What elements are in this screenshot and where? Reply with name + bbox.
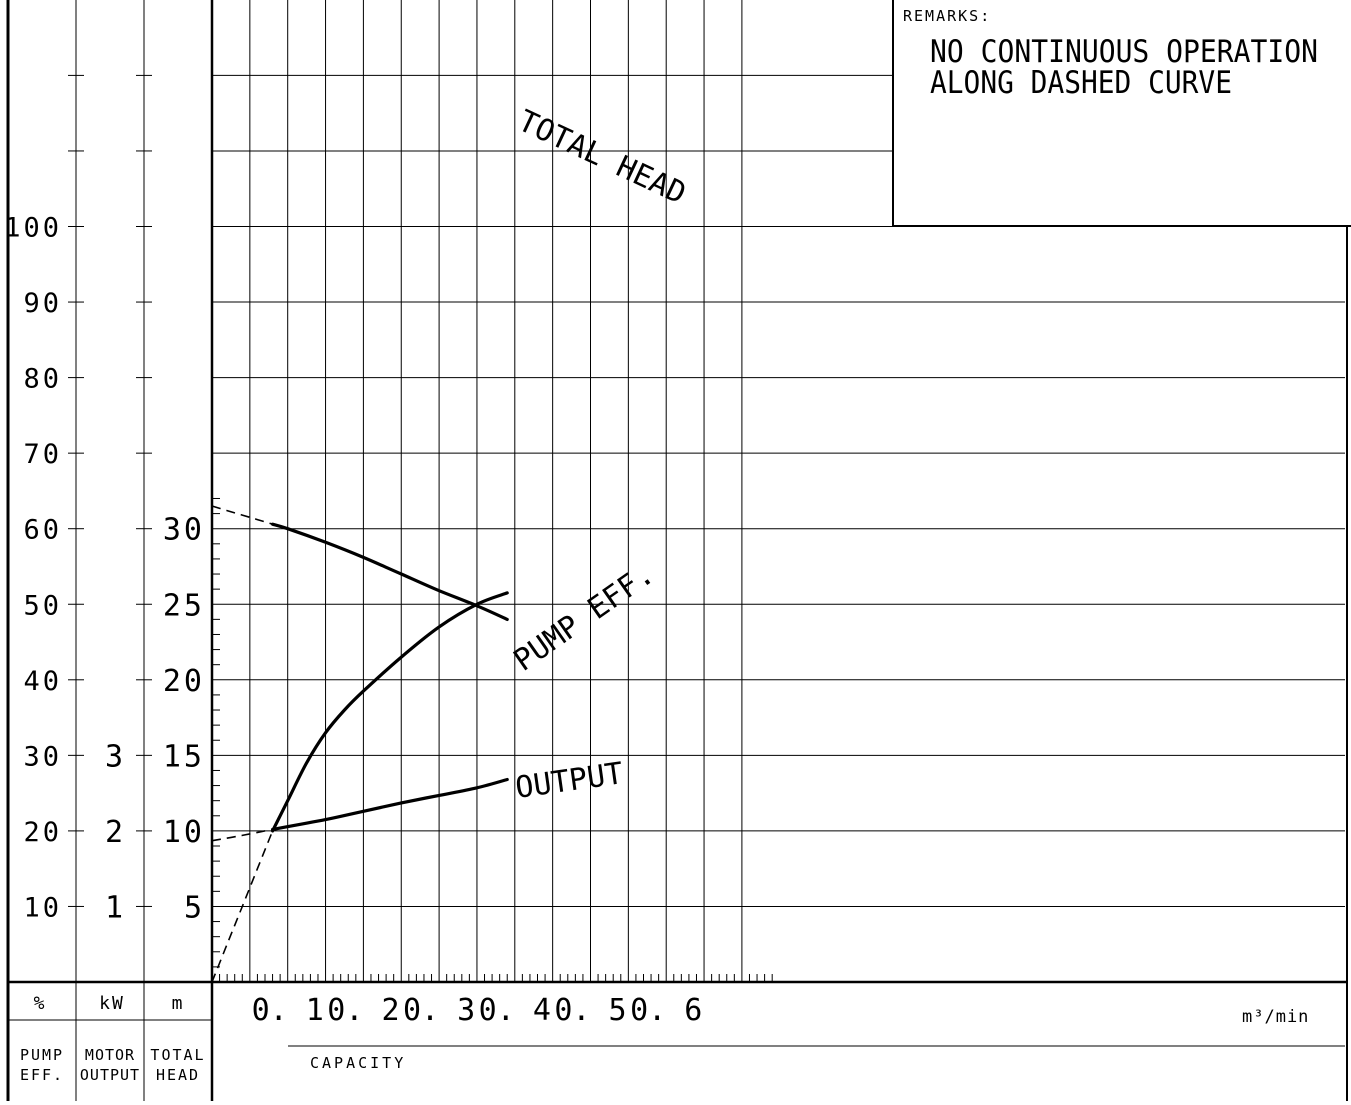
- axis-name-head-1: TOTAL: [150, 1046, 205, 1064]
- eff-tick-label: 80: [23, 364, 62, 395]
- x-axis-unit: m³/min: [1242, 1007, 1309, 1027]
- series-output-dashed: [211, 828, 273, 842]
- motor-tick-label: 1: [105, 890, 123, 925]
- eff-tick-label: 90: [23, 288, 62, 319]
- axis-name-eff-2: EFF.: [20, 1066, 64, 1084]
- x-tick-label: 0. 1: [252, 993, 324, 1028]
- eff-tick-label: 20: [23, 817, 62, 848]
- unit-kw: kW: [99, 993, 125, 1014]
- head-tick-label: 30: [163, 513, 205, 548]
- axis-name-head-2: HEAD: [156, 1066, 200, 1084]
- eff-tick-label: 60: [23, 515, 62, 546]
- head-tick-label: 20: [163, 664, 205, 699]
- series-total-head-dashed: [211, 505, 273, 525]
- eff-tick-label: 50: [23, 590, 62, 621]
- axis-name-motor-2: OUTPUT: [80, 1066, 140, 1084]
- axis-name-eff-1: PUMP: [20, 1046, 64, 1064]
- head-tick-label: 25: [163, 588, 205, 623]
- remarks-line-1: NO CONTINUOUS OPERATION: [930, 34, 1318, 70]
- series-layer: [211, 505, 509, 983]
- eff-tick-label: 100: [4, 213, 62, 244]
- unit-pct: %: [34, 993, 47, 1014]
- x-tick-label: 0. 3: [403, 993, 475, 1028]
- head-tick-label: 10: [163, 815, 205, 850]
- remarks-heading: REMARKS:: [903, 7, 991, 25]
- eff-tick-label: 70: [23, 439, 62, 470]
- x-tick-label: 0. 2: [327, 993, 399, 1028]
- x-tick-label: 0. 4: [479, 993, 551, 1028]
- x-axis-title: CAPACITY: [310, 1054, 406, 1072]
- head-tick-label: 15: [163, 739, 205, 774]
- series-output-line: [271, 777, 509, 831]
- eff-tick-label: 30: [23, 741, 62, 772]
- unit-m: m: [172, 993, 185, 1014]
- y-axis-labels: 10 20 30 40 50 60 70 80 90 100 1 2 3 5 10 15 20 25 30: [4, 213, 205, 926]
- remarks-box: [892, 0, 1351, 227]
- series-pump-eff-dashed: [211, 830, 274, 983]
- eff-tick-label: 10: [23, 892, 62, 923]
- x-axis-labels: 0. 1 0. 2 0. 3 0. 4 0. 5 0. 6: [252, 993, 703, 1028]
- series-pump-eff-line: [271, 591, 509, 833]
- axis-name-motor-1: MOTOR: [85, 1046, 135, 1064]
- eff-tick-label: 40: [23, 666, 62, 697]
- remarks-line-2: ALONG DASHED CURVE: [930, 65, 1232, 101]
- motor-tick-label: 3: [105, 739, 123, 774]
- x-tick-label: 0. 6: [630, 993, 702, 1028]
- motor-tick-label: 2: [105, 815, 123, 850]
- head-tick-label: 5: [184, 890, 205, 925]
- chart-frame: [6, 0, 1348, 1101]
- x-tick-label: 0. 5: [554, 993, 626, 1028]
